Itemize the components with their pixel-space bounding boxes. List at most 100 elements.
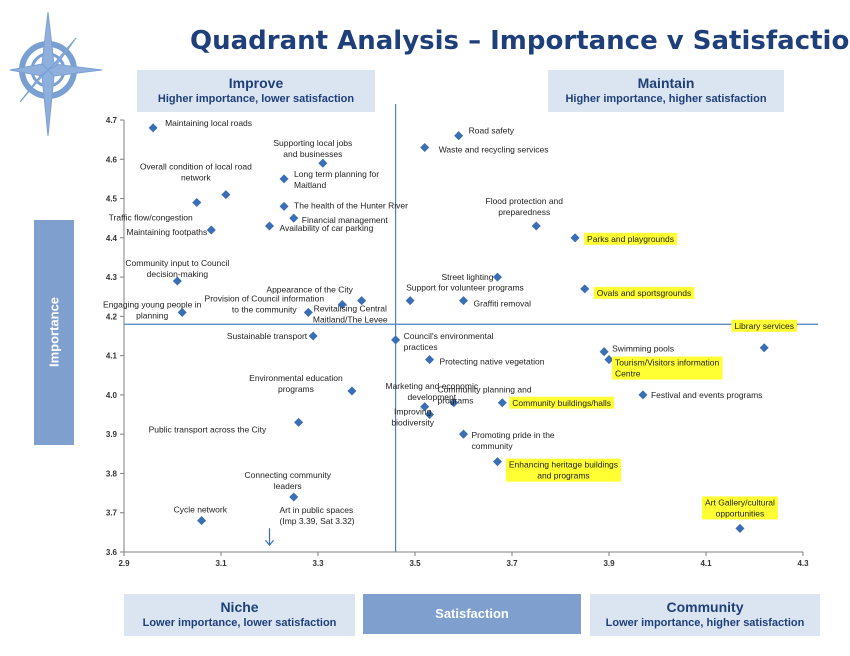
label-highlight xyxy=(509,396,615,409)
data-point-marker xyxy=(759,343,769,353)
data-point-marker xyxy=(454,131,464,141)
data-point-marker xyxy=(289,213,299,223)
quadrant-community-title: Community xyxy=(666,599,744,615)
data-point-marker xyxy=(289,492,299,502)
y-tick-label: 4.6 xyxy=(106,155,118,164)
data-point-marker xyxy=(497,398,507,408)
compass-rose-icon xyxy=(9,11,103,137)
y-axis-title-box xyxy=(34,220,74,445)
data-point-label: Maintaining local roads xyxy=(165,118,252,128)
data-point-marker xyxy=(735,523,745,533)
data-point-marker xyxy=(570,233,580,243)
data-point-label: Flood protection and preparedness xyxy=(486,196,564,217)
label-highlight xyxy=(701,496,779,520)
data-point-marker xyxy=(177,307,187,317)
data-point-label: Improving biodiversity xyxy=(391,407,434,428)
data-point-marker xyxy=(264,221,275,231)
data-point-label: Supporting local jobs and businesses xyxy=(273,138,352,159)
y-tick-label: 3.6 xyxy=(106,548,118,557)
quadrant-community-box: Community Lower importance, higher satis… xyxy=(590,594,820,636)
data-point-label: Parks and playgrounds xyxy=(587,234,674,244)
data-point-label: Library services xyxy=(734,321,794,331)
x-tick-label: 4.1 xyxy=(700,559,712,568)
data-point-label: Swimming pools xyxy=(612,344,674,354)
quadrant-niche-box: Niche Lower importance, lower satisfacti… xyxy=(124,594,355,636)
data-point-label: Engaging young people in planning xyxy=(103,299,202,320)
label-highlight xyxy=(505,458,622,482)
data-point-label: Availability of car parking xyxy=(280,223,374,233)
x-tick-label: 2.9 xyxy=(118,559,130,568)
x-tick-label: 3.3 xyxy=(312,559,324,568)
data-point-label: Art Gallery/cultural opportunities xyxy=(705,497,775,518)
y-tick-label: 4.0 xyxy=(106,391,118,400)
data-point-label: Road safety xyxy=(469,126,515,136)
data-point-label: Marketing and economic development xyxy=(385,381,478,402)
data-point-label: Promoting pride in the community xyxy=(472,430,555,451)
data-point-marker xyxy=(458,296,469,306)
data-point-label: Environmental education programs xyxy=(249,373,343,394)
y-tick-label: 4.5 xyxy=(106,195,118,204)
quadrant-niche-title: Niche xyxy=(220,599,259,615)
label-highlight xyxy=(584,232,678,245)
data-point-label: Council's environmental practices xyxy=(404,331,494,352)
data-point-marker xyxy=(391,335,401,345)
data-point-label: Public transport across the City xyxy=(149,424,267,434)
data-point-marker xyxy=(294,417,304,427)
data-point-marker xyxy=(458,429,469,439)
compass-logo xyxy=(9,11,103,137)
x-axis-title: Satisfaction xyxy=(363,594,581,634)
label-highlight xyxy=(612,356,723,380)
quadrant-niche-subtitle: Lower importance, lower satisfaction xyxy=(142,617,337,629)
data-point-label: Cycle network xyxy=(174,505,228,515)
data-point-label: Street lighting xyxy=(441,272,493,282)
data-point-label: Long term planning for Maitland xyxy=(294,169,379,190)
data-point-marker xyxy=(206,225,216,235)
data-point-marker xyxy=(420,142,430,153)
data-point-label: Community planning and programs xyxy=(438,385,532,406)
data-point-label: Connecting community leaders xyxy=(245,470,332,491)
data-point-label: Community buildings/halls xyxy=(512,398,611,408)
data-point-label: Provision of Council information to the c… xyxy=(205,293,325,314)
data-point-label: Appearance of the City xyxy=(266,285,353,295)
label-highlight xyxy=(731,319,797,332)
data-point-marker xyxy=(221,190,231,200)
data-point-marker xyxy=(318,158,328,168)
data-point-label: Overall condition of local road network xyxy=(140,162,252,183)
x-tick-label: 3.1 xyxy=(215,559,227,568)
data-point-label: Maintaining footpaths xyxy=(126,227,207,237)
annotation-label: Art in public spaces (Imp 3.39, Sat 3.32) xyxy=(280,505,355,526)
quadrant-community-subtitle: Lower importance, higher satisfaction xyxy=(605,617,805,629)
data-point-marker xyxy=(197,516,207,526)
quadrant-improve-box: Improve Higher importance, lower satisfa… xyxy=(137,70,375,112)
data-point-label: Ovals and sportsgrounds xyxy=(597,288,692,298)
data-point-label: Festival and events programs xyxy=(651,390,763,400)
data-point-label: Community input to Council decision-makin… xyxy=(125,258,229,279)
x-tick-label: 3.7 xyxy=(506,559,518,568)
y-tick-label: 3.9 xyxy=(106,430,118,439)
data-point-marker xyxy=(192,197,202,207)
down-arrow-icon xyxy=(265,539,274,547)
y-tick-label: 4.2 xyxy=(106,312,118,321)
data-point-marker xyxy=(492,272,502,282)
y-tick-label: 4.4 xyxy=(106,234,118,243)
data-point-marker xyxy=(279,174,289,184)
data-point-marker xyxy=(531,221,541,231)
label-highlight xyxy=(593,286,695,299)
data-point-label: Support for volunteer programs xyxy=(406,283,524,293)
data-point-marker xyxy=(604,355,614,365)
y-tick-label: 4.1 xyxy=(106,352,118,361)
data-point-label: Graffiti removal xyxy=(474,299,532,309)
x-tick-label: 3.5 xyxy=(409,559,421,568)
quadrant-maintain-subtitle: Higher importance, higher satisfaction xyxy=(565,93,767,105)
data-point-marker xyxy=(279,201,289,211)
page-title: Quadrant Analysis – Importance v Satisfa… xyxy=(190,26,850,56)
data-point-marker xyxy=(405,296,415,306)
data-point-marker xyxy=(303,307,313,317)
data-point-marker xyxy=(580,284,590,294)
data-point-marker xyxy=(172,276,182,286)
y-tick-label: 4.7 xyxy=(106,116,118,125)
data-point-label: Waste and recycling services xyxy=(439,144,549,154)
data-point-label: Enhancing heritage buildings and programs xyxy=(509,460,618,481)
data-point-marker xyxy=(347,386,357,396)
